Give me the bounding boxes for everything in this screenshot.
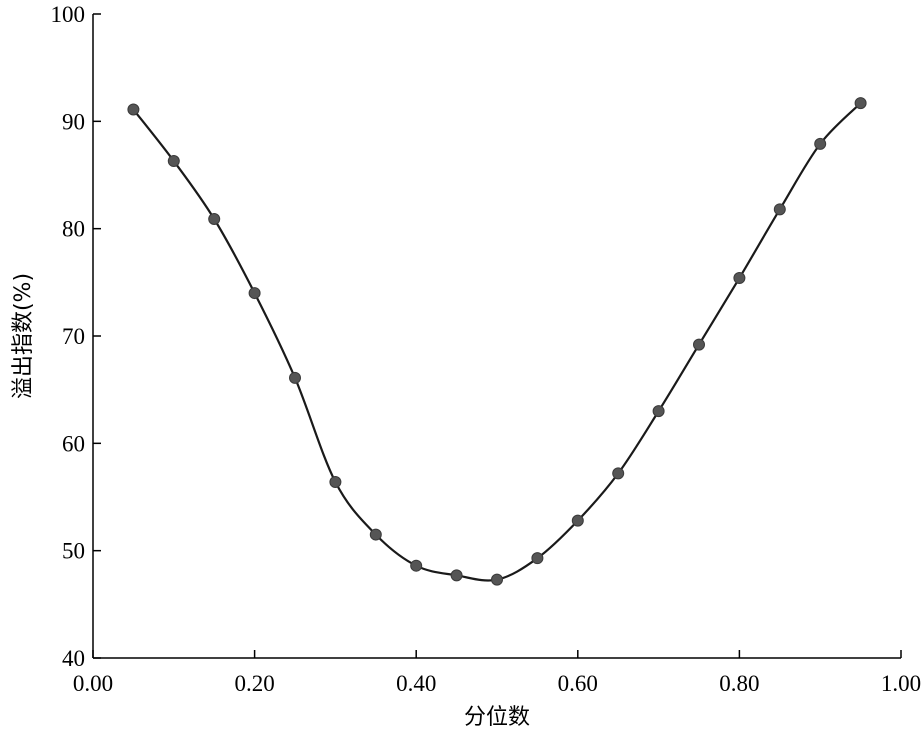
- y-tick-label: 80: [62, 217, 85, 242]
- y-tick-label: 70: [62, 324, 85, 349]
- data-point: [854, 97, 867, 110]
- x-axis-title: 分位数: [464, 705, 530, 730]
- data-point: [167, 155, 180, 168]
- data-point: [289, 371, 301, 384]
- data-point: [369, 528, 382, 541]
- x-tick-label: 1.00: [881, 671, 921, 696]
- y-tick-label: 40: [62, 646, 85, 671]
- data-point: [693, 338, 705, 351]
- data-point: [652, 405, 665, 418]
- x-tick-label: 0.80: [719, 671, 759, 696]
- x-tick-label: 0.00: [73, 671, 113, 696]
- y-tick-label: 50: [62, 539, 85, 564]
- axes: [92, 14, 901, 659]
- data-point: [208, 213, 221, 226]
- data-point: [733, 272, 746, 285]
- data-point: [773, 203, 786, 216]
- y-axis-title: 溢出指数(%): [11, 273, 36, 399]
- data-point: [612, 467, 625, 480]
- x-tick-label: 0.40: [396, 671, 436, 696]
- x-tick-label: 0.60: [558, 671, 598, 696]
- data-point: [127, 103, 140, 116]
- data-point: [814, 137, 827, 150]
- y-tick-label: 90: [62, 109, 85, 134]
- series-line: [132, 102, 862, 582]
- data-point: [410, 559, 423, 572]
- data-point: [329, 475, 342, 488]
- data-point: [450, 569, 463, 582]
- data-point: [248, 287, 261, 300]
- y-tick-label: 100: [51, 2, 86, 27]
- data-point: [491, 573, 503, 586]
- plot-area: [127, 97, 867, 586]
- y-tick-label: 60: [62, 431, 85, 456]
- x-tick-label: 0.20: [234, 671, 274, 696]
- ticks: 40 50 60 70 80 90 100 0.00 0.20 0.40 0.60 0.80 1.00: [51, 2, 921, 696]
- data-point: [571, 514, 584, 527]
- data-point: [531, 552, 544, 565]
